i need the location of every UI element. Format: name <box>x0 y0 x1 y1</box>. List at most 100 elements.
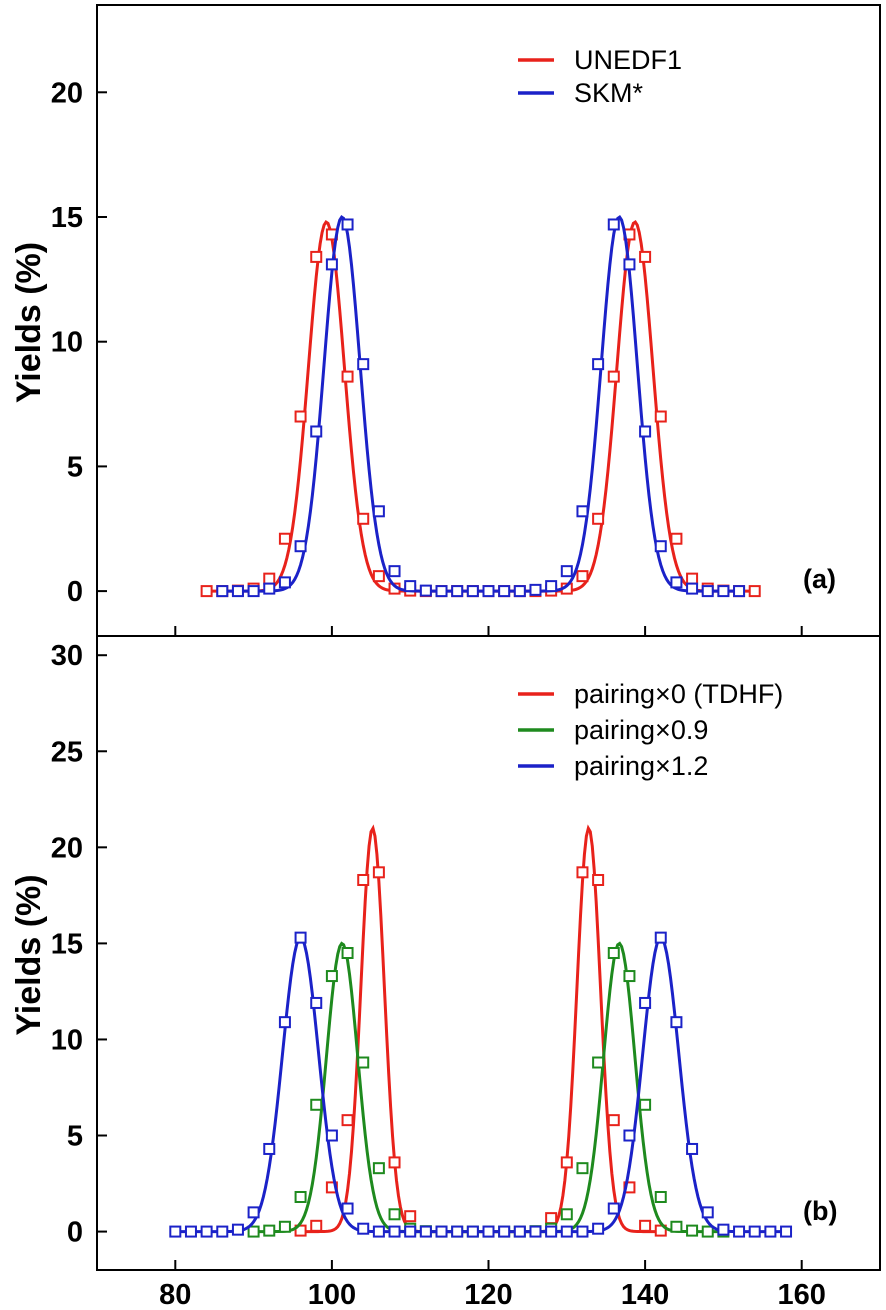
data-point <box>529 1225 542 1238</box>
data-point <box>357 512 370 525</box>
data-point <box>278 576 291 589</box>
data-point <box>294 410 307 423</box>
y-tick-label: 25 <box>51 736 83 768</box>
data-point <box>701 585 714 598</box>
data-point <box>184 1225 197 1238</box>
data-point <box>372 505 385 518</box>
series-1 <box>216 214 746 598</box>
data-point <box>529 583 542 596</box>
data-point <box>654 1224 667 1237</box>
data-point <box>639 996 652 1009</box>
data-point <box>231 585 244 598</box>
data-point <box>592 873 605 886</box>
data-point <box>200 1225 213 1238</box>
data-point <box>419 1225 432 1238</box>
x-tick-label: 100 <box>308 1279 356 1310</box>
data-point <box>169 1225 182 1238</box>
data-point <box>435 1225 448 1238</box>
data-point <box>388 1208 401 1221</box>
data-point <box>278 532 291 545</box>
data-point <box>294 1224 307 1237</box>
y-tick-label: 10 <box>51 327 83 359</box>
y-tick-label: 20 <box>51 832 83 864</box>
data-point <box>560 1225 573 1238</box>
data-point <box>263 1142 276 1155</box>
data-point <box>247 585 260 598</box>
plot-frame <box>96 635 881 1271</box>
y-tick-label: 15 <box>51 928 83 960</box>
data-point <box>325 1129 338 1142</box>
data-point <box>717 585 730 598</box>
y-tick-label: 5 <box>67 451 83 483</box>
data-point <box>592 1222 605 1235</box>
data-point <box>623 970 636 983</box>
data-point <box>310 250 323 263</box>
data-point <box>341 370 354 383</box>
data-point <box>607 370 620 383</box>
data-point <box>404 1210 417 1223</box>
data-point <box>357 1056 370 1069</box>
data-point <box>607 218 620 231</box>
data-point <box>419 584 432 597</box>
data-point <box>310 996 323 1009</box>
plot-frame <box>96 4 881 637</box>
y-tick-label: 0 <box>67 576 83 608</box>
data-point <box>372 1225 385 1238</box>
data-point <box>592 512 605 525</box>
y-axis-title: Yields (%) <box>10 874 48 1035</box>
data-point <box>639 1219 652 1232</box>
x-tick-label: 120 <box>464 1279 512 1310</box>
data-point <box>310 1098 323 1111</box>
data-point <box>686 1142 699 1155</box>
y-tick-label: 0 <box>67 1217 83 1249</box>
data-point <box>576 1225 589 1238</box>
legend-label: SKM* <box>574 78 644 108</box>
y-tick-label: 10 <box>51 1024 83 1056</box>
panel-label: (a) <box>803 564 836 594</box>
data-point <box>639 425 652 438</box>
data-point <box>654 410 667 423</box>
data-point <box>216 585 229 598</box>
series-2 <box>169 931 793 1238</box>
data-point <box>357 873 370 886</box>
series-curve <box>175 935 787 1234</box>
data-point <box>482 585 495 598</box>
data-point <box>404 1225 417 1238</box>
data-point <box>466 1225 479 1238</box>
data-point <box>701 1225 714 1238</box>
data-point <box>451 585 464 598</box>
series-1 <box>247 941 730 1238</box>
legend-label: pairing×0 (TDHF) <box>574 679 783 709</box>
data-point <box>466 585 479 598</box>
legend-label: UNEDF1 <box>574 45 682 75</box>
data-point <box>576 505 589 518</box>
data-point <box>310 425 323 438</box>
legend: pairing×0 (TDHF) pairing×0.9 pairing×1.2 <box>518 679 783 781</box>
data-point <box>263 582 276 595</box>
y-axis-title: Yields (%) <box>10 242 48 403</box>
data-point <box>372 866 385 879</box>
data-point <box>670 576 683 589</box>
data-point <box>435 585 448 598</box>
data-point <box>686 582 699 595</box>
data-point <box>513 585 526 598</box>
data-point <box>670 532 683 545</box>
data-point <box>576 1162 589 1175</box>
data-point <box>733 1225 746 1238</box>
data-point <box>545 580 558 593</box>
data-point <box>654 931 667 944</box>
data-point <box>545 1212 558 1225</box>
data-point <box>341 947 354 959</box>
data-point <box>560 565 573 578</box>
data-point <box>388 1225 401 1238</box>
data-point <box>388 1156 401 1169</box>
y-tick-label: 5 <box>67 1121 83 1153</box>
data-point <box>404 580 417 593</box>
data-point <box>748 585 761 598</box>
series-curve <box>222 214 740 593</box>
series-0 <box>200 219 761 598</box>
data-point <box>482 1225 495 1238</box>
data-point <box>388 565 401 578</box>
